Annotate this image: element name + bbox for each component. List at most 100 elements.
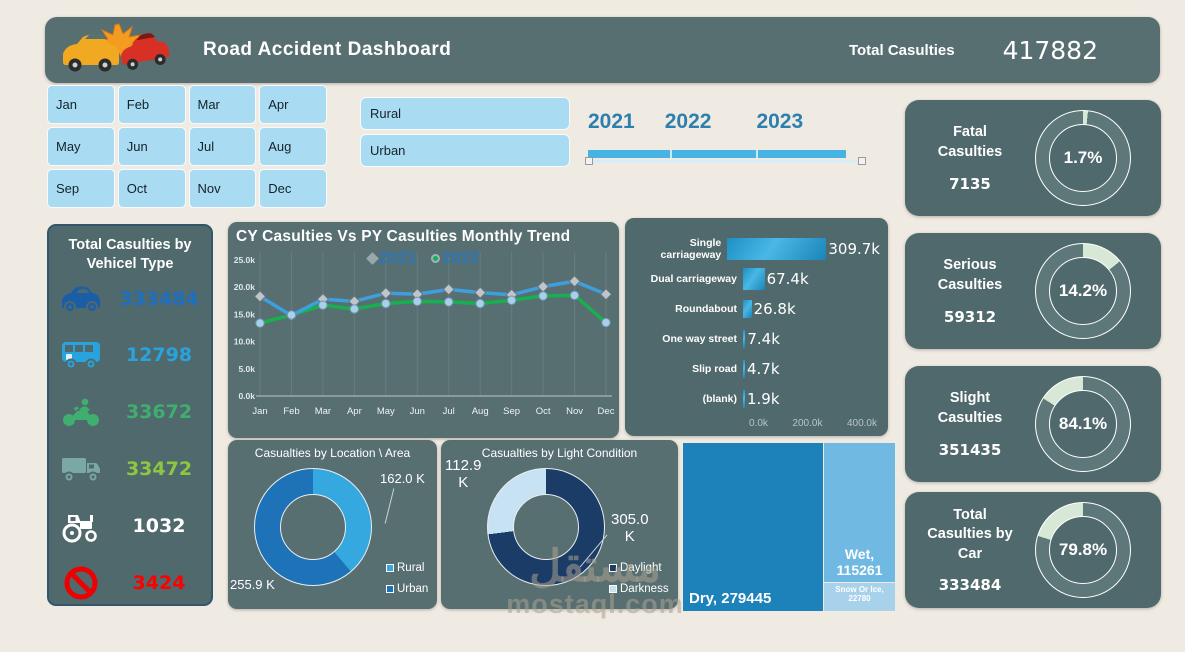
year-label-2021[interactable]: 2021 bbox=[588, 110, 635, 133]
urban-value-label: 255.9 K bbox=[230, 577, 275, 592]
month-button-jun[interactable]: Jun bbox=[117, 127, 186, 166]
light-legend: Daylight Darkness bbox=[609, 562, 669, 595]
bar-value-label: 7.4k bbox=[747, 330, 780, 348]
legend-swatch-icon bbox=[609, 585, 617, 593]
diamond-marker-icon bbox=[365, 251, 379, 265]
light-chart-title: Casualties by Light Condition bbox=[481, 446, 638, 460]
year-label-2023[interactable]: 2023 bbox=[756, 110, 804, 133]
month-button-sep[interactable]: Sep bbox=[47, 169, 115, 208]
legend-item-daylight[interactable]: Daylight bbox=[609, 562, 669, 574]
legend-item-rural[interactable]: Rural bbox=[386, 562, 428, 574]
location-chart-title: Casualties by Location \ Area bbox=[254, 446, 411, 460]
svg-text:10.0k: 10.0k bbox=[234, 337, 256, 347]
month-button-aug[interactable]: Aug bbox=[259, 127, 327, 166]
bar-row: Single carriageway 309.7k bbox=[631, 234, 880, 264]
legend-swatch-icon bbox=[386, 585, 394, 593]
month-button-nov[interactable]: Nov bbox=[188, 169, 257, 208]
svg-text:5.0k: 5.0k bbox=[238, 364, 255, 374]
kpi-donut-chart: 1.7% bbox=[1035, 110, 1131, 206]
month-button-apr[interactable]: Apr bbox=[259, 85, 327, 124]
svg-text:25.0k: 25.0k bbox=[234, 255, 256, 265]
location-area-donut-panel: Casualties by Location \ Area 162.0 K 25… bbox=[228, 440, 437, 609]
vehicle-row: 33472 bbox=[55, 452, 205, 486]
vehicle-type-panel: Total Casulties by Vehicel Type 333484 12… bbox=[47, 224, 213, 606]
trend-line-chart[interactable]: 25.0k 20.0k 15.0k 10.0k 5.0k 0.0k Jan Feb Mar Apr… bbox=[228, 246, 617, 430]
location-legend: Rural Urban bbox=[386, 562, 428, 595]
legend-item-darkness[interactable]: Darkness bbox=[609, 583, 669, 595]
bar[interactable] bbox=[743, 268, 765, 290]
bar[interactable] bbox=[743, 360, 745, 378]
bar-axis-tick: 400.0k bbox=[846, 418, 877, 429]
legend-item-2021[interactable]: 2021 bbox=[365, 248, 417, 268]
bar[interactable] bbox=[727, 238, 827, 260]
month-filter-grid: Jan Feb Mar Apr May Jun Jul Aug Sep Oct Nov Dec bbox=[47, 85, 327, 208]
vehicle-row: 3424 bbox=[55, 566, 205, 600]
bar-row: Dual carriageway 67.4k bbox=[631, 264, 880, 294]
year-slider-track[interactable] bbox=[588, 160, 864, 163]
rural-value-label: 162.0 K bbox=[380, 471, 425, 486]
bar-rows: Single carriageway 309.7k Dual carriagewa… bbox=[631, 234, 880, 414]
tractor-icon bbox=[59, 509, 103, 543]
bar[interactable] bbox=[743, 390, 745, 408]
bar-category-label: Dual carriageway bbox=[650, 273, 737, 285]
bar-category-label: Single carriageway bbox=[660, 237, 722, 261]
car-icon bbox=[59, 282, 103, 316]
circle-marker-icon bbox=[430, 253, 440, 263]
slider-handle-right[interactable] bbox=[858, 157, 866, 165]
road-type-bar-chart-panel: Single carriageway 309.7k Dual carriagewa… bbox=[625, 218, 888, 436]
year-slider-bar[interactable] bbox=[588, 150, 846, 158]
bar[interactable] bbox=[743, 330, 746, 348]
trend-chart-legend: 2021 2022 bbox=[228, 248, 619, 268]
month-button-dec[interactable]: Dec bbox=[259, 169, 327, 208]
header-bar: Road Accident Dashboard Total Casulties … bbox=[45, 17, 1160, 83]
daylight-value-label: 305.0 K bbox=[611, 511, 649, 545]
legend-item-2022[interactable]: 2022 bbox=[430, 248, 480, 268]
kpi-value: 351435 bbox=[938, 440, 1002, 459]
bar-axis-tick: 200.0k bbox=[792, 418, 823, 429]
bus-icon bbox=[59, 338, 103, 372]
bar[interactable] bbox=[743, 300, 752, 318]
legend-label: Rural bbox=[397, 562, 425, 574]
kpi-card-serious: Serious Casulties 59312 14.2% bbox=[905, 233, 1161, 349]
legend-label: 2021 bbox=[378, 248, 417, 267]
light-condition-donut-panel: Casualties by Light Condition 112.9 K 30… bbox=[441, 440, 678, 609]
year-label-2022[interactable]: 2022 bbox=[664, 110, 712, 133]
kpi-donut-chart: 84.1% bbox=[1035, 376, 1131, 472]
total-casualties-value: 417882 bbox=[1002, 35, 1098, 65]
vehicle-count: 33472 bbox=[125, 458, 193, 481]
month-button-jan[interactable]: Jan bbox=[47, 85, 115, 124]
month-button-may[interactable]: May bbox=[47, 127, 115, 166]
monthly-trend-chart-panel: CY Casulties Vs PY Casulties Monthly Tre… bbox=[228, 222, 619, 438]
bar-category-label: Slip road bbox=[692, 363, 737, 375]
svg-text:Feb: Feb bbox=[283, 406, 299, 417]
treemap-block-snow-or-ice[interactable]: Snow Or Ice, 22780 bbox=[824, 583, 895, 611]
trend-chart-title: CY Casulties Vs PY Casulties Monthly Tre… bbox=[236, 228, 571, 245]
svg-text:Sep: Sep bbox=[503, 406, 520, 417]
kpi-percent: 1.7% bbox=[1049, 124, 1117, 192]
treemap-block-wet[interactable]: Wet, 115261 bbox=[824, 443, 895, 582]
kpi-title: Slight Casulties bbox=[937, 390, 1003, 426]
treemap-block-dry[interactable]: Dry, 279445 bbox=[683, 443, 823, 611]
month-button-mar[interactable]: Mar bbox=[188, 85, 257, 124]
legend-item-urban[interactable]: Urban bbox=[386, 583, 428, 595]
leader-line bbox=[384, 488, 395, 524]
vehicle-count: 1032 bbox=[132, 514, 186, 537]
area-button-rural[interactable]: Rural bbox=[360, 97, 570, 130]
bar-value-label: 4.7k bbox=[747, 360, 780, 378]
month-button-feb[interactable]: Feb bbox=[117, 85, 186, 124]
bar-category-label: One way street bbox=[662, 333, 737, 345]
kpi-card-fatal: Fatal Casulties 7135 1.7% bbox=[905, 100, 1161, 216]
kpi-donut-chart: 79.8% bbox=[1035, 502, 1131, 598]
kpi-donut-chart: 14.2% bbox=[1035, 243, 1131, 339]
slider-handle-left[interactable] bbox=[585, 157, 593, 165]
year-range-slider[interactable]: 2021 2022 2023 bbox=[585, 110, 878, 170]
kpi-percent: 84.1% bbox=[1049, 390, 1117, 458]
road-surface-treemap: Dry, 279445 Wet, 115261 Snow Or Ice, 227… bbox=[683, 443, 895, 611]
vehicle-rows: 333484 12798 33672 33472 1032 3424 bbox=[55, 282, 205, 600]
vehicle-row: 12798 bbox=[55, 338, 205, 372]
area-button-urban[interactable]: Urban bbox=[360, 134, 570, 167]
month-button-oct[interactable]: Oct bbox=[117, 169, 186, 208]
month-button-jul[interactable]: Jul bbox=[188, 127, 257, 166]
legend-label: 2022 bbox=[441, 248, 480, 267]
kpi-title: Fatal Casulties bbox=[937, 124, 1003, 160]
